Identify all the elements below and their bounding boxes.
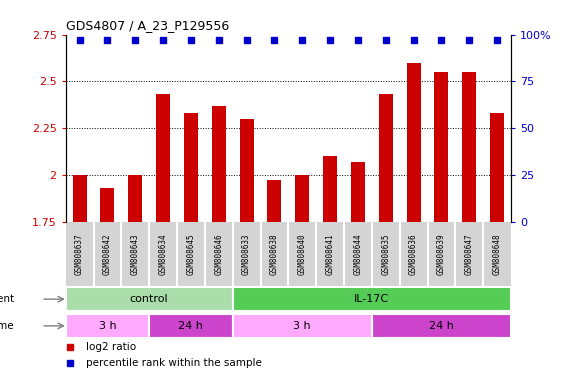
Text: GSM808639: GSM808639 <box>437 233 446 275</box>
Text: percentile rank within the sample: percentile rank within the sample <box>86 358 262 368</box>
Text: GSM808633: GSM808633 <box>242 233 251 275</box>
Text: IL-17C: IL-17C <box>354 294 389 304</box>
Text: GSM808643: GSM808643 <box>131 233 140 275</box>
Text: log2 ratio: log2 ratio <box>86 342 136 352</box>
Bar <box>212 106 226 222</box>
Text: control: control <box>130 294 168 304</box>
Text: agent: agent <box>0 294 14 304</box>
Bar <box>73 175 87 222</box>
Text: 3 h: 3 h <box>99 321 116 331</box>
Bar <box>407 63 421 222</box>
Text: GSM808634: GSM808634 <box>159 233 168 275</box>
Text: 24 h: 24 h <box>179 321 203 331</box>
Text: GSM808642: GSM808642 <box>103 233 112 275</box>
Text: GSM808648: GSM808648 <box>493 233 502 275</box>
Text: time: time <box>0 321 14 331</box>
Bar <box>233 314 372 338</box>
Text: 3 h: 3 h <box>293 321 311 331</box>
Text: GSM808635: GSM808635 <box>381 233 391 275</box>
Text: GSM808641: GSM808641 <box>325 233 335 275</box>
Bar <box>379 94 393 222</box>
Text: GSM808637: GSM808637 <box>75 233 84 275</box>
Bar <box>149 314 233 338</box>
Bar <box>240 119 254 222</box>
Bar <box>323 156 337 222</box>
Bar <box>184 113 198 222</box>
Bar <box>463 72 476 222</box>
Text: GSM808645: GSM808645 <box>186 233 195 275</box>
Text: GDS4807 / A_23_P129556: GDS4807 / A_23_P129556 <box>66 19 229 32</box>
Text: GSM808646: GSM808646 <box>214 233 223 275</box>
Bar <box>100 188 114 222</box>
Bar <box>267 180 282 222</box>
Bar <box>66 314 149 338</box>
Text: 24 h: 24 h <box>429 321 454 331</box>
Bar <box>351 162 365 222</box>
Bar <box>66 287 233 311</box>
Bar <box>295 175 309 222</box>
Bar <box>435 72 448 222</box>
Text: GSM808638: GSM808638 <box>270 233 279 275</box>
Text: GSM808644: GSM808644 <box>353 233 363 275</box>
Bar <box>233 287 511 311</box>
Bar <box>156 94 170 222</box>
Text: GSM808647: GSM808647 <box>465 233 474 275</box>
Text: GSM808640: GSM808640 <box>297 233 307 275</box>
Bar <box>372 314 511 338</box>
Text: GSM808636: GSM808636 <box>409 233 418 275</box>
Bar <box>490 113 504 222</box>
Bar <box>128 175 142 222</box>
